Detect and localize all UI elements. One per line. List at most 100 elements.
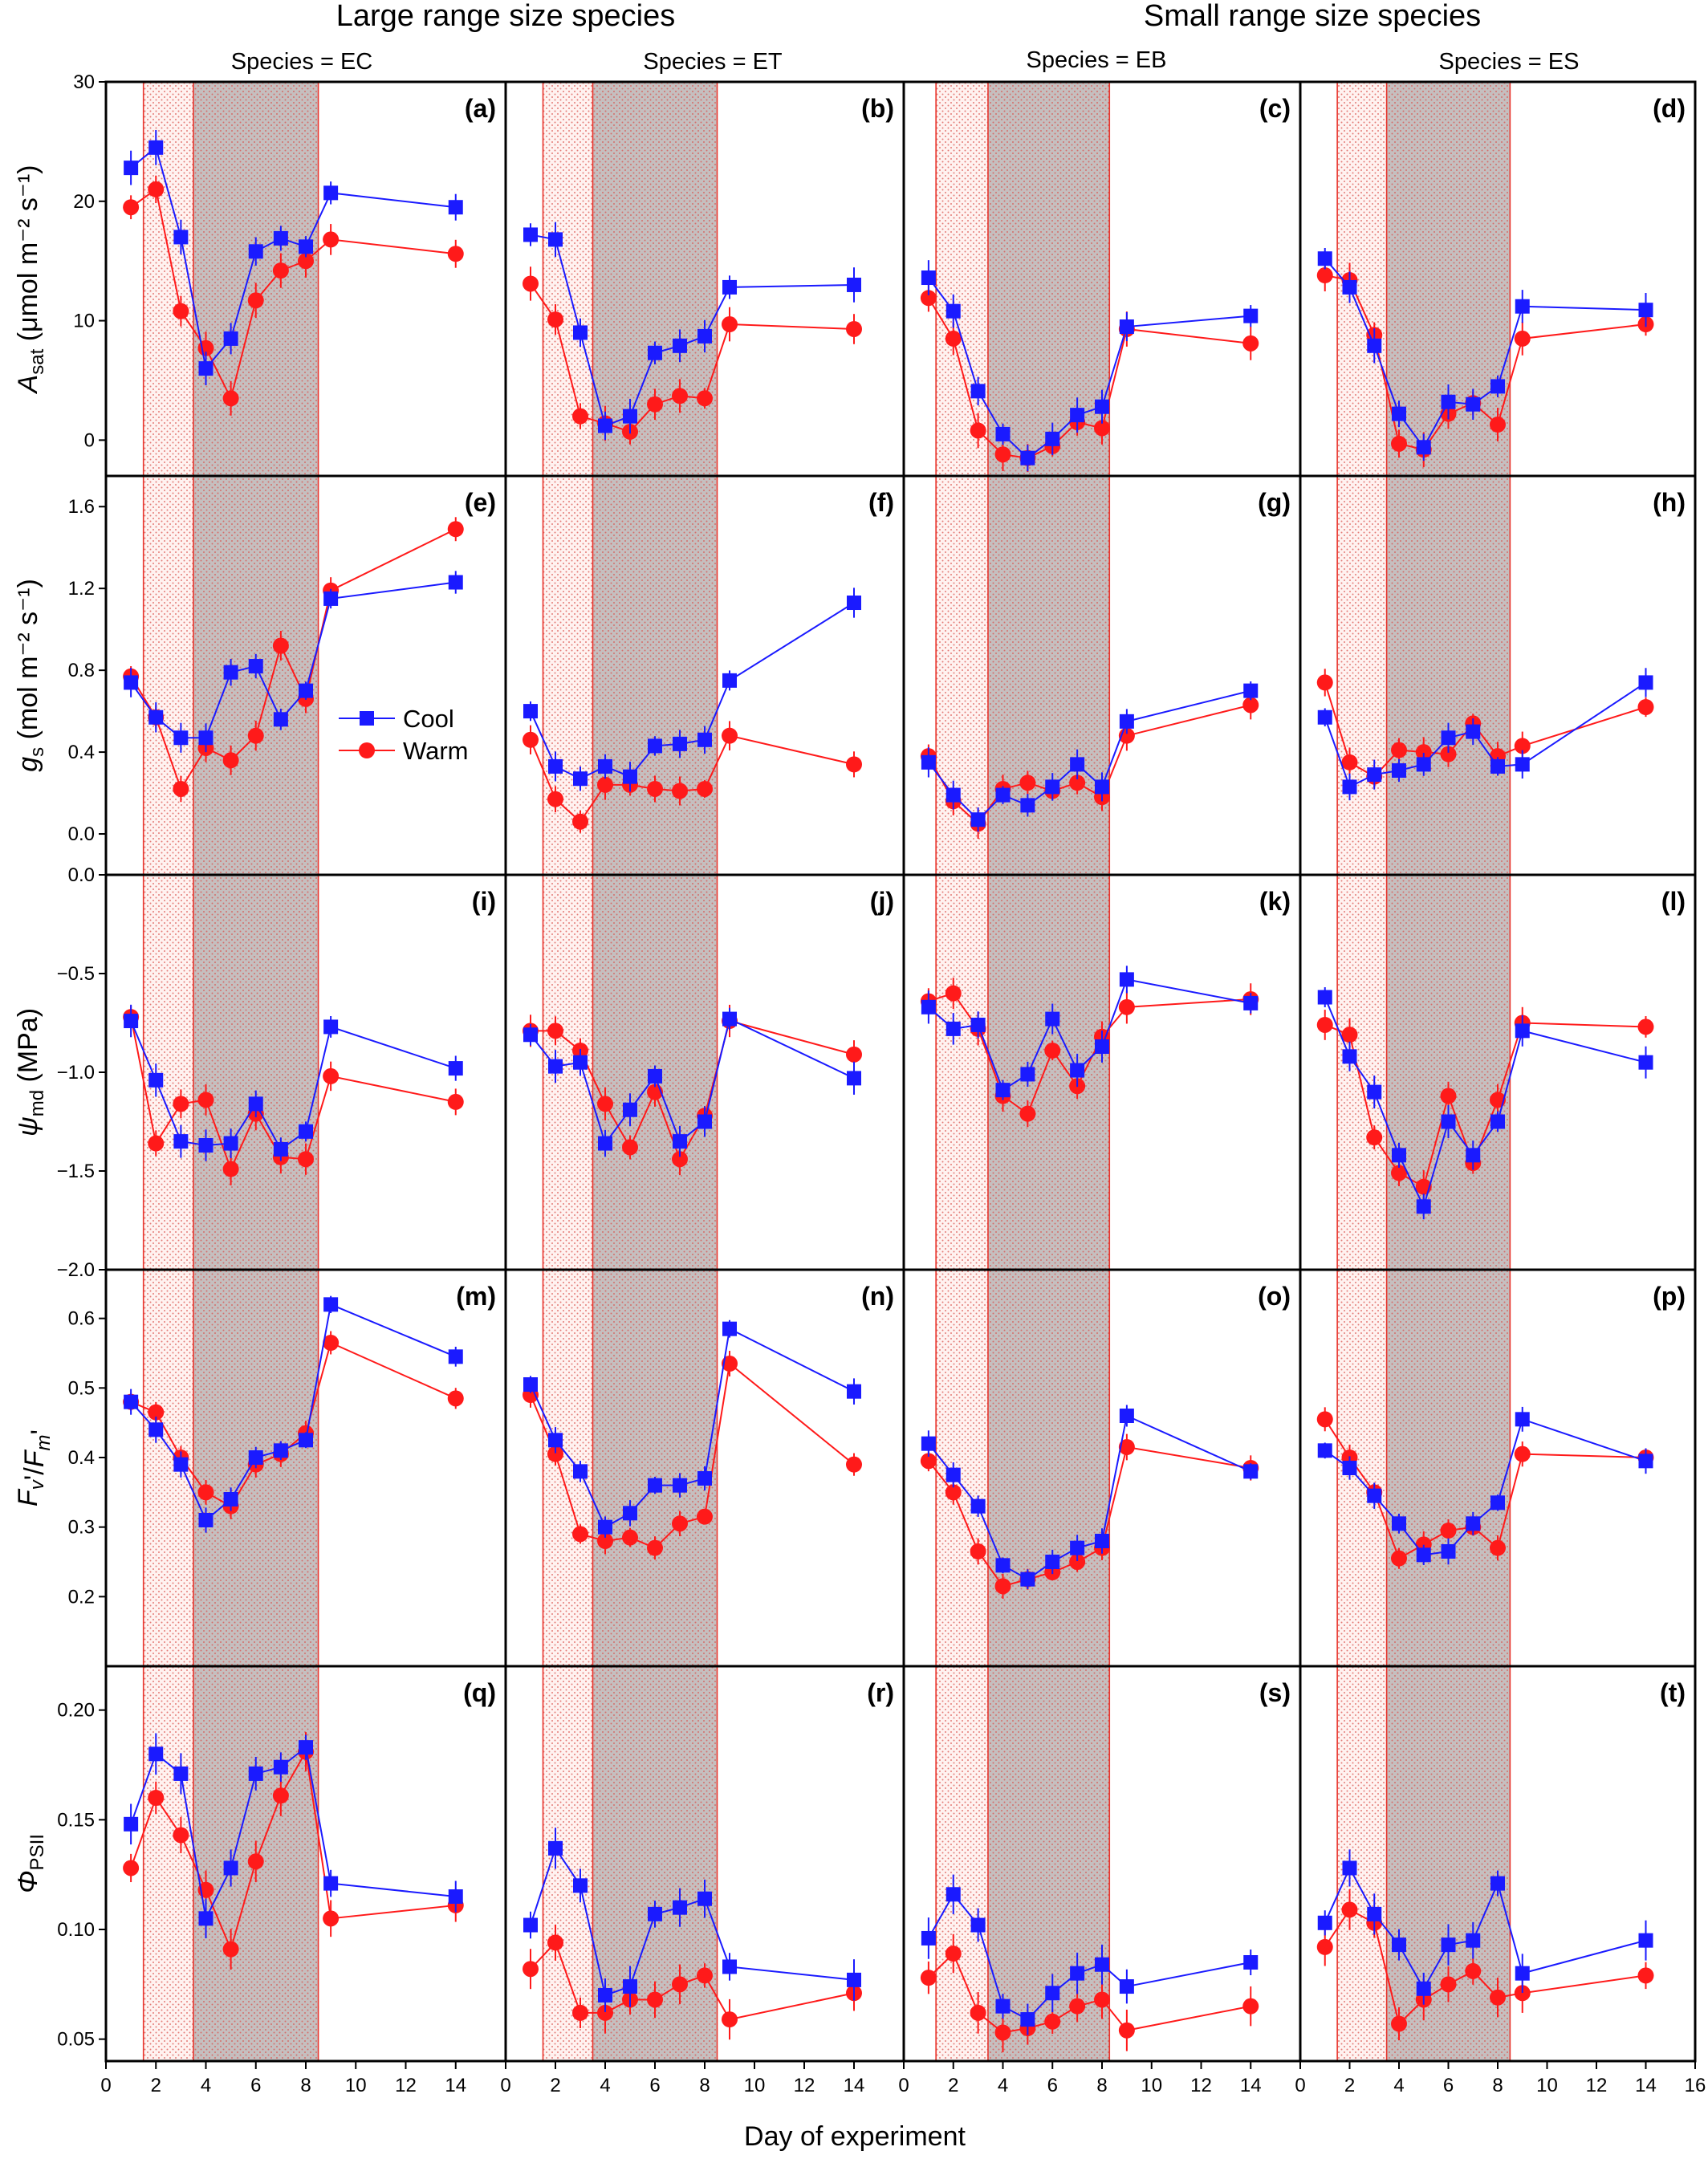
data-point-warm [1440,746,1457,762]
x-tick-label: 4 [1393,2075,1404,2096]
data-point-cool [273,1759,288,1775]
data-point-cool [673,736,687,751]
data-point-warm [1440,1088,1457,1104]
data-point-cool [1416,1981,1431,1996]
data-point-warm [148,1790,165,1806]
data-point-cool [548,1433,563,1448]
data-point-cool [1638,1055,1653,1070]
x-tick-label: 10 [345,2075,367,2096]
series-line-cool [530,1328,855,1529]
data-point-warm [1242,1998,1259,2015]
panel-s: (s) [902,1665,1302,2063]
y-tick-label: −0.5 [57,963,95,985]
data-point-cool [623,1506,637,1521]
data-point-warm [1440,1976,1457,1993]
data-point-cool [1070,1966,1085,1981]
data-point-cool [1342,1461,1357,1475]
data-point-cool [1441,730,1456,746]
legend: Cool Warm [339,705,469,765]
data-point-cool [847,1972,861,1987]
panel-i: (i) 0.0 −0.5 −1.0 −1.5 −2.0 ψmd (MPa) [13,864,507,1281]
data-point-cool [124,1816,139,1832]
panel-tag: (g) [1258,488,1291,517]
data-point-warm [672,783,688,799]
panel-grid: (a) 0 10 20 30 Asat (μmol m⁻² s⁻¹) (b) (c) (d) (e… [13,71,1697,2063]
data-point-cool [1416,1199,1431,1214]
panel-tag: (r) [867,1678,894,1707]
data-point-warm [1094,420,1110,437]
light-stress-dots [1337,476,1387,875]
data-point-cool [1367,1084,1382,1100]
data-point-warm [846,320,862,337]
x-axis: 0 2 4 6 8 10 12 14 0 2 4 6 8 10 12 14 0 2 4 6 8 10 12 14 0 2 4 6 8 10… [100,2061,1706,2096]
data-point-warm [994,446,1011,463]
series-line-cool [130,146,456,371]
data-point-cool [573,325,588,340]
data-point-warm [697,1508,713,1525]
x-tick-label: 6 [250,2075,261,2096]
data-point-warm [1514,1445,1531,1462]
data-point-cool [623,769,637,784]
data-point-cool [1243,683,1259,698]
data-point-warm [1465,1962,1482,1979]
data-point-cool [448,1061,463,1076]
y-axis-title: ΦPSII [13,1834,48,1893]
data-point-warm [323,231,340,248]
y-tick-label: −1.0 [57,1062,95,1084]
data-point-cool [847,277,861,292]
data-point-cool [1342,779,1357,795]
data-point-cool [648,1478,662,1493]
heat-stress-dots [592,1270,718,1666]
series-line-warm [927,704,1251,825]
data-point-warm [647,396,663,413]
series-line-cool [130,1020,457,1151]
data-point-cool [722,1011,737,1027]
data-point-cool [946,1467,961,1482]
data-point-warm [1316,267,1333,284]
data-point-warm [672,1151,688,1168]
data-point-warm [173,780,189,797]
data-point-cool [722,279,737,295]
data-point-cool [648,1068,662,1084]
data-point-cool [1020,1571,1035,1587]
data-point-cool [1638,1933,1653,1948]
data-point-cool [173,230,189,245]
panel-tag: (p) [1653,1282,1686,1311]
panel-tag: (n) [861,1282,894,1311]
data-point-cool [573,771,588,787]
x-tick-label: 0 [500,2075,510,2096]
light-stress-dots [936,82,988,476]
data-point-cool [1490,1495,1505,1510]
data-point-warm [597,2004,613,2021]
data-point-warm [1490,1539,1506,1556]
data-point-warm [323,1067,340,1084]
data-point-cool [598,1988,612,2002]
y-tick-label: 0.4 [68,1447,95,1469]
data-point-cool [673,1900,687,1915]
y-tick-label: 0.3 [68,1517,95,1539]
data-point-cool [1416,757,1431,772]
series-line-warm [928,297,1251,459]
data-point-cool [323,591,339,606]
data-point-cool [970,1498,986,1514]
data-point-warm [1514,330,1531,347]
data-point-cool [995,1998,1011,2014]
data-point-cool [722,673,737,688]
y-tick-label: 1.6 [68,496,95,518]
data-point-warm [945,330,962,347]
x-tick-label: 2 [1344,2075,1355,2096]
data-point-cool [1367,1906,1382,1921]
panel-tag: (a) [465,94,496,123]
data-point-cool [448,1889,463,1904]
series-line-cool [928,277,1251,460]
heat-stress-dots [1386,1270,1511,1666]
data-point-cool [697,328,712,344]
data-point-cool [921,754,936,770]
x-tick-label: 0 [100,2075,111,2096]
data-point-cool [995,1558,1011,1573]
data-point-cool [1466,396,1481,412]
data-point-cool [248,244,263,259]
series-line-warm [1324,274,1646,451]
x-tick-label: 14 [1240,2075,1262,2096]
data-point-warm [547,791,563,807]
